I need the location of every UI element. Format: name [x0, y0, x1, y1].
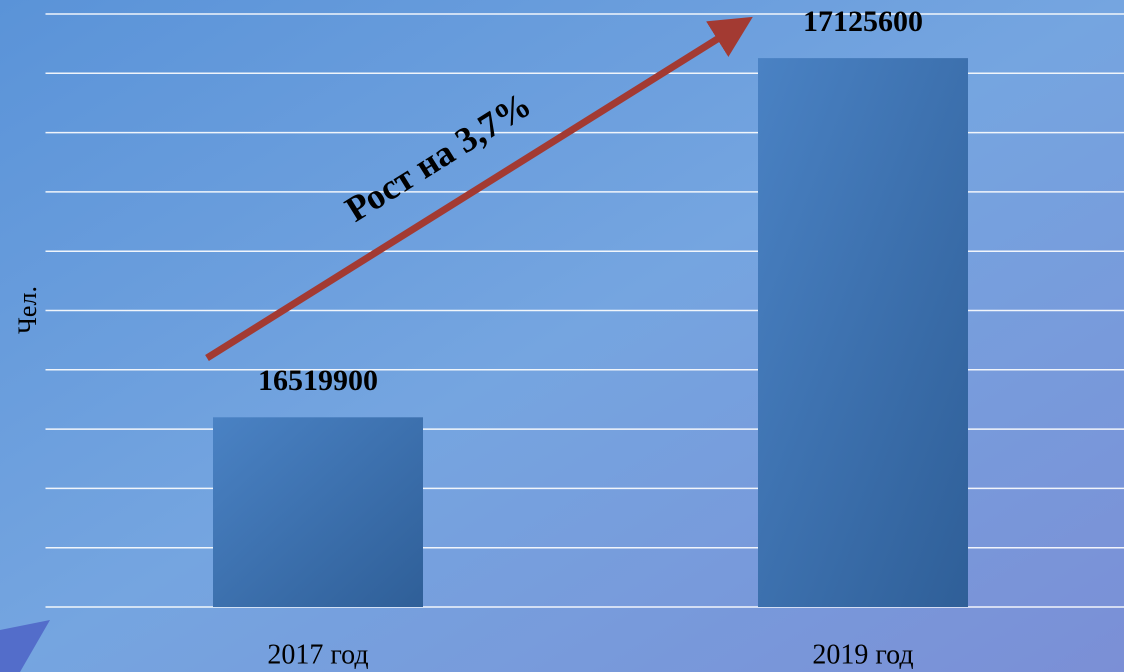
bar [213, 417, 423, 607]
bar [758, 58, 968, 607]
decoration [0, 620, 50, 672]
x-tick-label: 2019 год [812, 639, 913, 670]
data-label: 16519900 [258, 364, 378, 397]
x-tick-label: 2017 год [267, 639, 368, 670]
growth-arrow [205, 16, 753, 361]
y-axis-label: Чел. [13, 286, 42, 334]
data-label: 17125600 [803, 5, 923, 38]
